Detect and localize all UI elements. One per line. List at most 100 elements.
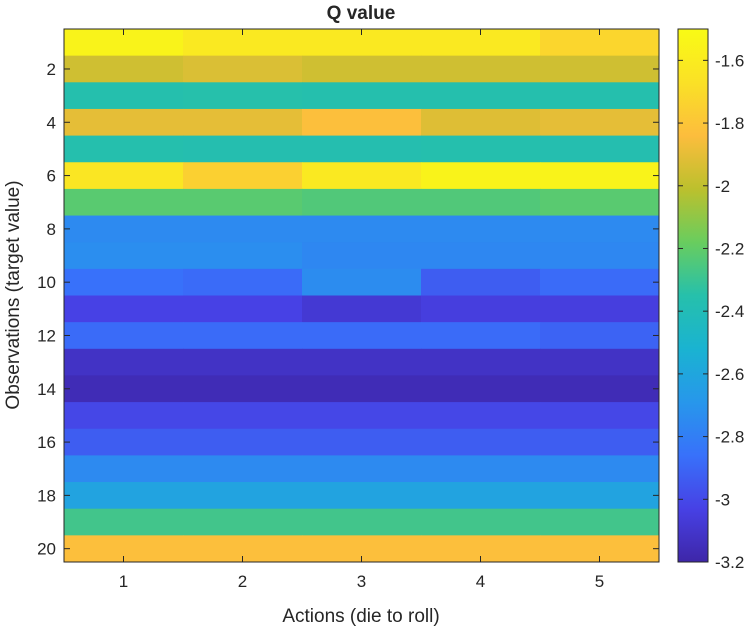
y-tick-label: 6: [47, 167, 56, 186]
heatmap-cell: [64, 375, 184, 403]
heatmap-cell: [421, 82, 541, 110]
y-tick-label: 20: [37, 540, 56, 559]
heatmap-cell: [183, 508, 303, 536]
heatmap-cell: [64, 455, 184, 483]
heatmap-cell: [64, 162, 184, 190]
heatmap-cell: [183, 455, 303, 483]
colorbar-tick-label: -2.2: [715, 239, 744, 258]
heatmap-cell: [183, 375, 303, 403]
heatmap-cell: [64, 215, 184, 243]
heatmap-cell: [302, 348, 422, 376]
heatmap-cell: [540, 82, 660, 110]
heatmap-cell: [64, 242, 184, 270]
heatmap-cell: [421, 215, 541, 243]
y-axis-ticks: 2 4 6 8 10 12 14 16 18 20: [37, 60, 659, 559]
heatmap-cell: [64, 348, 184, 376]
heatmap-cell: [302, 82, 422, 110]
heatmap-cell: [183, 295, 303, 323]
heatmap-cell: [302, 268, 422, 296]
heatmap-cell: [540, 135, 660, 163]
heatmap-cell: [421, 428, 541, 456]
heatmap-cell: [540, 295, 660, 323]
heatmap-cell: [421, 108, 541, 137]
heatmap-cell: [421, 455, 541, 483]
heatmap-cell: [540, 55, 660, 83]
colorbar-tick-label: -1.8: [715, 114, 744, 133]
y-tick-label: 10: [37, 273, 56, 292]
heatmap-cell: [421, 295, 541, 323]
heatmap-cell: [421, 348, 541, 376]
heatmap-cell: [183, 188, 303, 217]
colorbar-tick-label: -2.4: [715, 302, 744, 321]
heatmap-cell: [302, 322, 422, 350]
heatmap-cell: [421, 135, 541, 163]
x-axis-label: Actions (die to roll): [282, 606, 439, 627]
heatmap-cell: [302, 508, 422, 536]
y-axis-label: Observations (target value): [3, 180, 24, 409]
heatmap-cell: [540, 268, 660, 296]
heatmap-cell: [183, 322, 303, 350]
x-tick-label: 2: [238, 572, 247, 591]
heatmap-cell: [421, 268, 541, 296]
heatmap-cell: [540, 508, 660, 536]
heatmap-cell: [421, 242, 541, 270]
colorbar-tick-label: -3: [715, 490, 730, 509]
heatmap-cell: [302, 242, 422, 270]
heatmap-cell: [183, 162, 303, 190]
heatmap-cell: [421, 402, 541, 430]
heatmap-cell: [183, 135, 303, 163]
heatmap-cell: [540, 375, 660, 403]
heatmap-cell: [421, 188, 541, 217]
heatmap-cell: [302, 482, 422, 510]
chart-title: Q value: [327, 3, 396, 24]
heatmap-cell: [540, 242, 660, 270]
heatmap-cell: [183, 55, 303, 83]
heatmap-cell: [421, 322, 541, 350]
x-tick-label: 3: [357, 572, 366, 591]
y-tick-label: 2: [47, 60, 56, 79]
heatmap-cell: [421, 482, 541, 510]
heatmap-cell: [183, 82, 303, 110]
heatmap-cell: [540, 428, 660, 456]
heatmap-cell: [64, 188, 184, 217]
heatmap-cell: [183, 482, 303, 510]
heatmap-cell: [540, 188, 660, 217]
y-tick-label: 16: [37, 433, 56, 452]
heatmap-cell: [540, 348, 660, 376]
heatmap-cell: [64, 322, 184, 350]
heatmap-cell: [302, 135, 422, 163]
heatmap-cells: [64, 29, 660, 563]
heatmap-cell: [183, 215, 303, 243]
colorbar-tick-label: -2.8: [715, 428, 744, 447]
heatmap-cell: [64, 482, 184, 510]
heatmap-cell: [64, 108, 184, 137]
heatmap-cell: [183, 428, 303, 456]
heatmap-cell: [540, 455, 660, 483]
x-axis-ticks: 1 2 3 4 5: [119, 29, 604, 591]
y-tick-label: 12: [37, 326, 56, 345]
heatmap-cell: [64, 402, 184, 430]
heatmap-cell: [64, 135, 184, 163]
heatmap-cell: [540, 402, 660, 430]
colorbar-tick-label: -2: [715, 177, 730, 196]
x-tick-label: 4: [476, 572, 485, 591]
colorbar-tick-label: -2.6: [715, 365, 744, 384]
heatmap-cell: [421, 162, 541, 190]
colorbar-tick-label: -3.2: [715, 553, 744, 572]
heatmap-cell: [64, 55, 184, 83]
heatmap-cell: [64, 508, 184, 536]
heatmap-cell: [64, 428, 184, 456]
heatmap-cell: [302, 215, 422, 243]
y-tick-label: 4: [47, 113, 56, 132]
heatmap-cell: [183, 268, 303, 296]
heatmap-cell: [421, 55, 541, 83]
colorbar: [677, 28, 709, 563]
x-tick-label: 1: [119, 572, 128, 591]
heatmap-cell: [302, 55, 422, 83]
heatmap-cell: [64, 82, 184, 110]
heatmap-cell: [302, 295, 422, 323]
heatmap-cell: [302, 188, 422, 217]
y-tick-label: 14: [37, 380, 56, 399]
heatmap-cell: [64, 295, 184, 323]
